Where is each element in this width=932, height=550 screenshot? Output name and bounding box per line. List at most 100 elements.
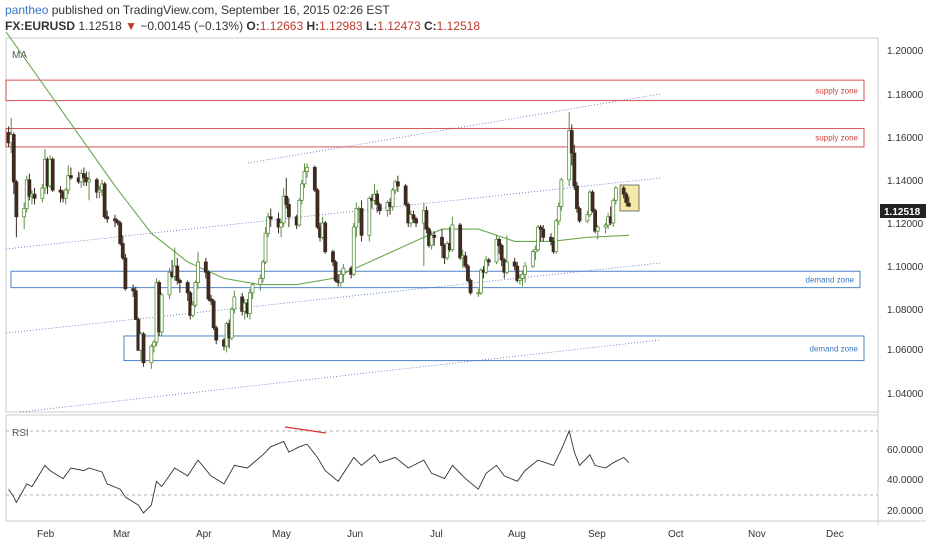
candle-body	[572, 152, 577, 187]
rsi-pane-frame	[5, 414, 879, 522]
demand-zone-label: demand zone	[806, 275, 855, 284]
price-tick: 1.04000	[887, 389, 924, 400]
candle-body	[188, 292, 193, 316]
candle-body	[468, 280, 473, 294]
candle-body	[611, 199, 616, 224]
candle-body	[499, 245, 504, 261]
demand-zone-box	[10, 270, 861, 289]
candle-body	[476, 292, 481, 295]
candle-body	[149, 345, 154, 364]
publish-line: pantheo published on TradingView.com, Se…	[5, 3, 390, 17]
candle-body	[281, 195, 286, 224]
rsi-title: RSI	[12, 428, 29, 439]
candle-body	[261, 261, 265, 279]
high-value: 1.12983	[319, 19, 363, 33]
candle-body	[517, 278, 522, 281]
candle-body	[63, 189, 68, 199]
supply-zone-box	[5, 79, 865, 102]
candle-body	[450, 224, 455, 251]
time-axis[interactable]: Feb Mar Apr May Jun Jul Aug Sep Oct Nov …	[37, 529, 844, 540]
candle-body	[554, 220, 559, 253]
last-price-tag	[880, 204, 926, 218]
channel-upper-line[interactable]	[247, 93, 661, 164]
candle-body	[390, 189, 395, 207]
last-price: 1.12518	[78, 19, 122, 33]
rsi-line	[8, 429, 630, 514]
candle-body	[105, 216, 110, 220]
candle-body	[463, 255, 468, 267]
candle-body	[479, 269, 483, 294]
change-value: −0.00145 (−0.13%)	[140, 19, 244, 33]
month-tick: Apr	[196, 529, 212, 540]
candle-body	[567, 130, 572, 181]
candle-body	[120, 243, 125, 259]
price-tick: 1.08000	[887, 305, 924, 316]
candle-body	[232, 296, 237, 310]
candle-body	[624, 193, 629, 203]
month-tick: Jul	[430, 529, 443, 540]
candle-body	[250, 284, 255, 294]
candle-body	[229, 308, 234, 339]
candles-layer	[6, 111, 631, 369]
symbol-line: FX:EURUSD 1.12518 ▼ −0.00145 (−0.13%) O:…	[5, 19, 480, 33]
channel-lower-line[interactable]	[5, 262, 661, 334]
demand-zone-box	[123, 335, 865, 362]
candle-body	[375, 193, 380, 205]
candle-body	[66, 175, 71, 191]
ma-line	[5, 31, 629, 286]
zones-layer: supply zone supply zone demand zone demand …	[5, 79, 865, 362]
rsi-axis[interactable]: 60.0000 40.0000 20.0000	[887, 445, 924, 517]
candle-body	[196, 261, 200, 283]
price-tick: 1.14000	[887, 176, 924, 187]
candle-body	[549, 236, 553, 242]
candle-body	[593, 210, 598, 232]
low-value: 1.12473	[377, 19, 421, 33]
candle-body	[569, 130, 574, 154]
candle-body	[11, 134, 16, 183]
price-pane-frame	[5, 37, 879, 413]
close-label: C:	[423, 19, 437, 33]
month-tick: Sep	[588, 529, 606, 540]
published-text: published on TradingView.com, September …	[51, 3, 390, 17]
price-tick: 1.06000	[887, 345, 924, 356]
down-arrow-icon: ▼	[125, 19, 137, 33]
candle-body	[403, 185, 408, 205]
high-label: H:	[306, 19, 320, 33]
candle-body	[406, 204, 411, 224]
candle-body	[613, 187, 618, 201]
channel-bottom-line[interactable]	[19, 339, 661, 413]
candle-body	[81, 173, 86, 179]
month-tick: Oct	[668, 529, 684, 540]
month-tick: Dec	[826, 529, 844, 540]
candle-body	[354, 208, 359, 228]
candle-body	[141, 333, 146, 364]
candle-body	[297, 199, 302, 226]
candle-body	[115, 220, 120, 224]
candle-body	[263, 232, 268, 263]
candle-body	[118, 222, 123, 244]
month-tick: Mar	[113, 529, 131, 540]
candle-body	[445, 243, 450, 259]
author-name[interactable]: pantheo	[5, 3, 49, 17]
candle-body	[411, 214, 416, 220]
candle-body	[621, 187, 626, 195]
candle-body	[123, 257, 128, 290]
candle-body	[595, 226, 600, 232]
candle-body	[167, 271, 172, 296]
candle-body	[367, 197, 372, 236]
candle-body	[214, 327, 219, 341]
candle-body	[424, 210, 429, 230]
candle-body	[177, 280, 182, 283]
candle-body	[32, 193, 37, 199]
candle-body	[458, 224, 463, 259]
rsi-divergence-line[interactable]	[284, 426, 327, 434]
candle-body	[40, 187, 45, 199]
candle-body	[22, 208, 27, 218]
candle-body	[333, 261, 338, 281]
candle-body	[193, 282, 198, 306]
candle-body	[590, 191, 595, 212]
candle-body	[559, 179, 564, 207]
price-axis[interactable]: 1.20000 1.18000 1.16000 1.14000 1.12000 …	[887, 46, 924, 400]
candle-body	[440, 236, 444, 246]
